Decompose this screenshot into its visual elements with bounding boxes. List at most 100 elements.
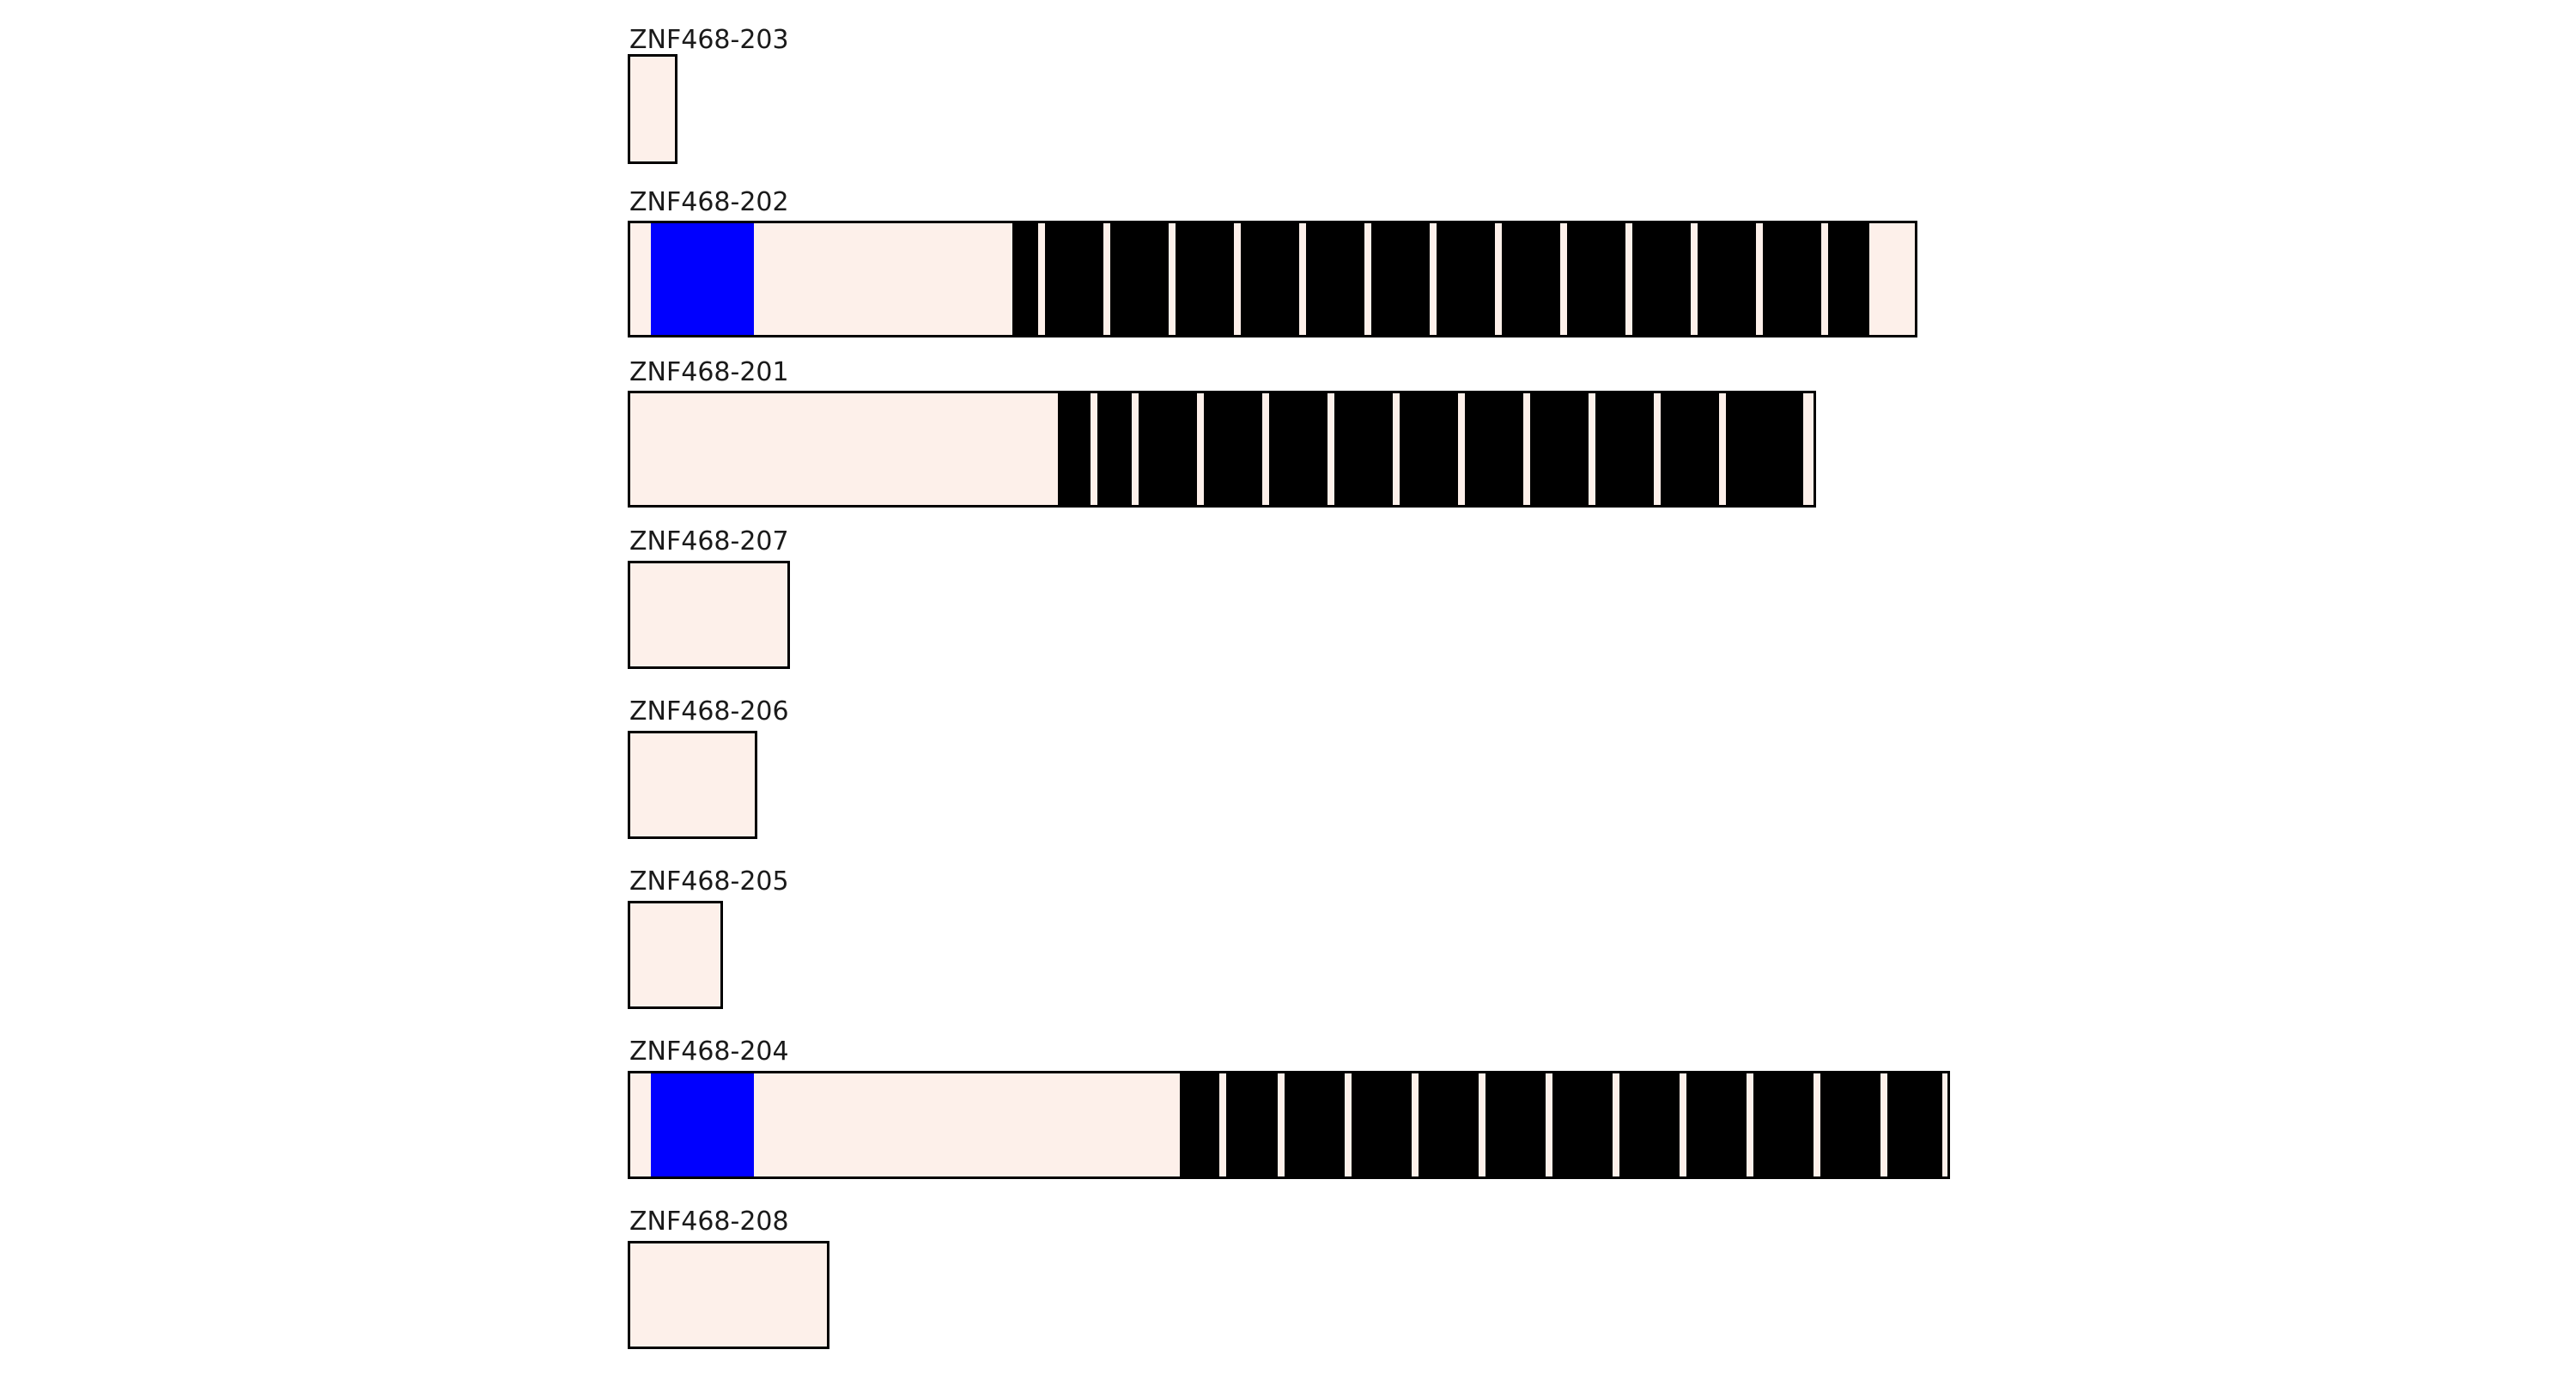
transcript-segment-intron xyxy=(1327,393,1334,505)
transcript-segment-exon xyxy=(1045,223,1103,335)
transcript-segment-exon xyxy=(1698,223,1756,335)
transcript-segment-intron xyxy=(1234,223,1241,335)
transcript-segment-intron xyxy=(1393,393,1400,505)
transcript-segment-intron xyxy=(1546,1073,1552,1176)
transcript-segment-intron xyxy=(1038,223,1045,335)
transcript-track-znf468-202[interactable] xyxy=(628,221,1917,337)
transcript-track-znf468-207[interactable] xyxy=(628,561,790,669)
transcript-segment-utr xyxy=(630,1243,827,1347)
transcript-segment-intron xyxy=(1364,223,1371,335)
transcript-segment-intron xyxy=(1814,1073,1820,1176)
transcript-segment-exon xyxy=(1530,393,1589,505)
transcript-segment-exon xyxy=(1371,223,1430,335)
transcript-segment-exon xyxy=(1334,393,1393,505)
transcript-segment-intron xyxy=(1132,393,1139,505)
transcript-segment-utr xyxy=(754,223,1012,335)
transcript-segment-exon xyxy=(1437,223,1495,335)
transcript-segment-utr xyxy=(630,223,651,335)
transcript-segment-utr xyxy=(630,393,1058,505)
transcript-label-znf468-208: ZNF468-208 xyxy=(629,1207,789,1237)
transcript-track-znf468-206[interactable] xyxy=(628,731,757,839)
transcript-segment-exon xyxy=(1012,223,1038,335)
transcript-segment-exon xyxy=(1400,393,1458,505)
transcript-track-znf468-201[interactable] xyxy=(628,391,1816,508)
transcript-segment-utr xyxy=(1869,223,1915,335)
transcript-segment-exon xyxy=(1763,223,1821,335)
transcript-segment-intron xyxy=(1412,1073,1419,1176)
transcript-segment-intron xyxy=(1430,223,1437,335)
transcript-segment-exon xyxy=(1176,223,1234,335)
transcript-segment-exon xyxy=(1110,223,1169,335)
transcript-segment-utr xyxy=(754,1073,1180,1176)
transcript-segment-intron xyxy=(1523,393,1530,505)
transcript-segment-utr xyxy=(630,1073,651,1176)
transcript-segment-intron xyxy=(1756,223,1763,335)
transcript-segment-exon xyxy=(1820,1073,1880,1176)
transcript-segment-exon xyxy=(1552,1073,1613,1176)
transcript-segment-exon xyxy=(1619,1073,1680,1176)
transcript-segment-exon xyxy=(1269,393,1327,505)
transcript-segment-intron xyxy=(1625,223,1632,335)
transcript-segment-exon xyxy=(1485,1073,1546,1176)
transcript-segment-exon xyxy=(1058,393,1091,505)
transcript-track-znf468-203[interactable] xyxy=(628,54,677,164)
transcript-label-znf468-204: ZNF468-204 xyxy=(629,1037,789,1067)
transcript-segment-exon xyxy=(1241,223,1299,335)
transcript-segment-exon xyxy=(1726,393,1803,505)
transcript-segment-intron xyxy=(1613,1073,1619,1176)
transcript-segment-exon xyxy=(1887,1073,1942,1176)
transcript-segment-intron xyxy=(1262,393,1269,505)
transcript-segment-intron xyxy=(1299,223,1306,335)
transcript-segment-intron xyxy=(1278,1073,1285,1176)
transcript-label-znf468-207: ZNF468-207 xyxy=(629,526,789,556)
transcript-segment-utr xyxy=(630,733,755,836)
transcript-segment-intron xyxy=(1719,393,1726,505)
transcript-segment-intron xyxy=(1680,1073,1686,1176)
transcript-segment-exon xyxy=(1567,223,1625,335)
transcript-segment-exon xyxy=(1828,223,1869,335)
transcript-segment-intron xyxy=(1219,1073,1226,1176)
transcript-label-znf468-201: ZNF468-201 xyxy=(629,357,789,387)
transcript-segment-exon xyxy=(1180,1073,1219,1176)
transcript-segment-intron xyxy=(1197,393,1204,505)
transcript-segment-exon xyxy=(1465,393,1523,505)
transcript-segment-exon xyxy=(1661,393,1719,505)
transcript-segment-intron xyxy=(1821,223,1828,335)
transcript-segment-exon xyxy=(1139,393,1197,505)
transcript-segment-exon xyxy=(1097,393,1132,505)
transcript-segment-intron xyxy=(1091,393,1097,505)
transcript-segment-intron xyxy=(1654,393,1661,505)
transcript-segment-intron xyxy=(1103,223,1110,335)
transcript-label-znf468-205: ZNF468-205 xyxy=(629,866,789,897)
transcript-segment-intron xyxy=(1495,223,1502,335)
transcript-segment-utr xyxy=(630,563,787,666)
transcript-segment-exon xyxy=(1502,223,1560,335)
transcript-segment-exon xyxy=(1285,1073,1345,1176)
transcript-segment-intron xyxy=(1169,223,1176,335)
transcript-segment-intron xyxy=(1747,1073,1753,1176)
transcript-segment-exon xyxy=(1686,1073,1747,1176)
transcript-segment-blue xyxy=(651,223,754,335)
transcript-segment-exon xyxy=(1595,393,1654,505)
transcript-segment-exon xyxy=(1352,1073,1412,1176)
transcript-segment-intron xyxy=(1479,1073,1485,1176)
transcript-segment-utr xyxy=(1942,1073,1947,1176)
transcript-track-znf468-204[interactable] xyxy=(628,1071,1950,1179)
transcript-segment-intron xyxy=(1589,393,1595,505)
transcript-segment-exon xyxy=(1753,1073,1814,1176)
transcript-segment-intron xyxy=(1458,393,1465,505)
transcript-segment-intron xyxy=(1345,1073,1352,1176)
transcript-label-znf468-202: ZNF468-202 xyxy=(629,187,789,217)
transcript-segment-utr xyxy=(1803,393,1814,505)
transcript-segment-exon xyxy=(1306,223,1364,335)
transcript-segment-exon xyxy=(1226,1073,1278,1176)
transcript-segment-exon xyxy=(1204,393,1262,505)
transcript-segment-intron xyxy=(1880,1073,1887,1176)
transcript-segment-intron xyxy=(1691,223,1698,335)
transcript-segment-blue xyxy=(651,1073,754,1176)
transcript-segment-utr xyxy=(630,903,720,1006)
transcript-track-znf468-208[interactable] xyxy=(628,1241,829,1349)
transcript-segment-utr xyxy=(630,57,675,161)
transcript-track-znf468-205[interactable] xyxy=(628,901,723,1009)
